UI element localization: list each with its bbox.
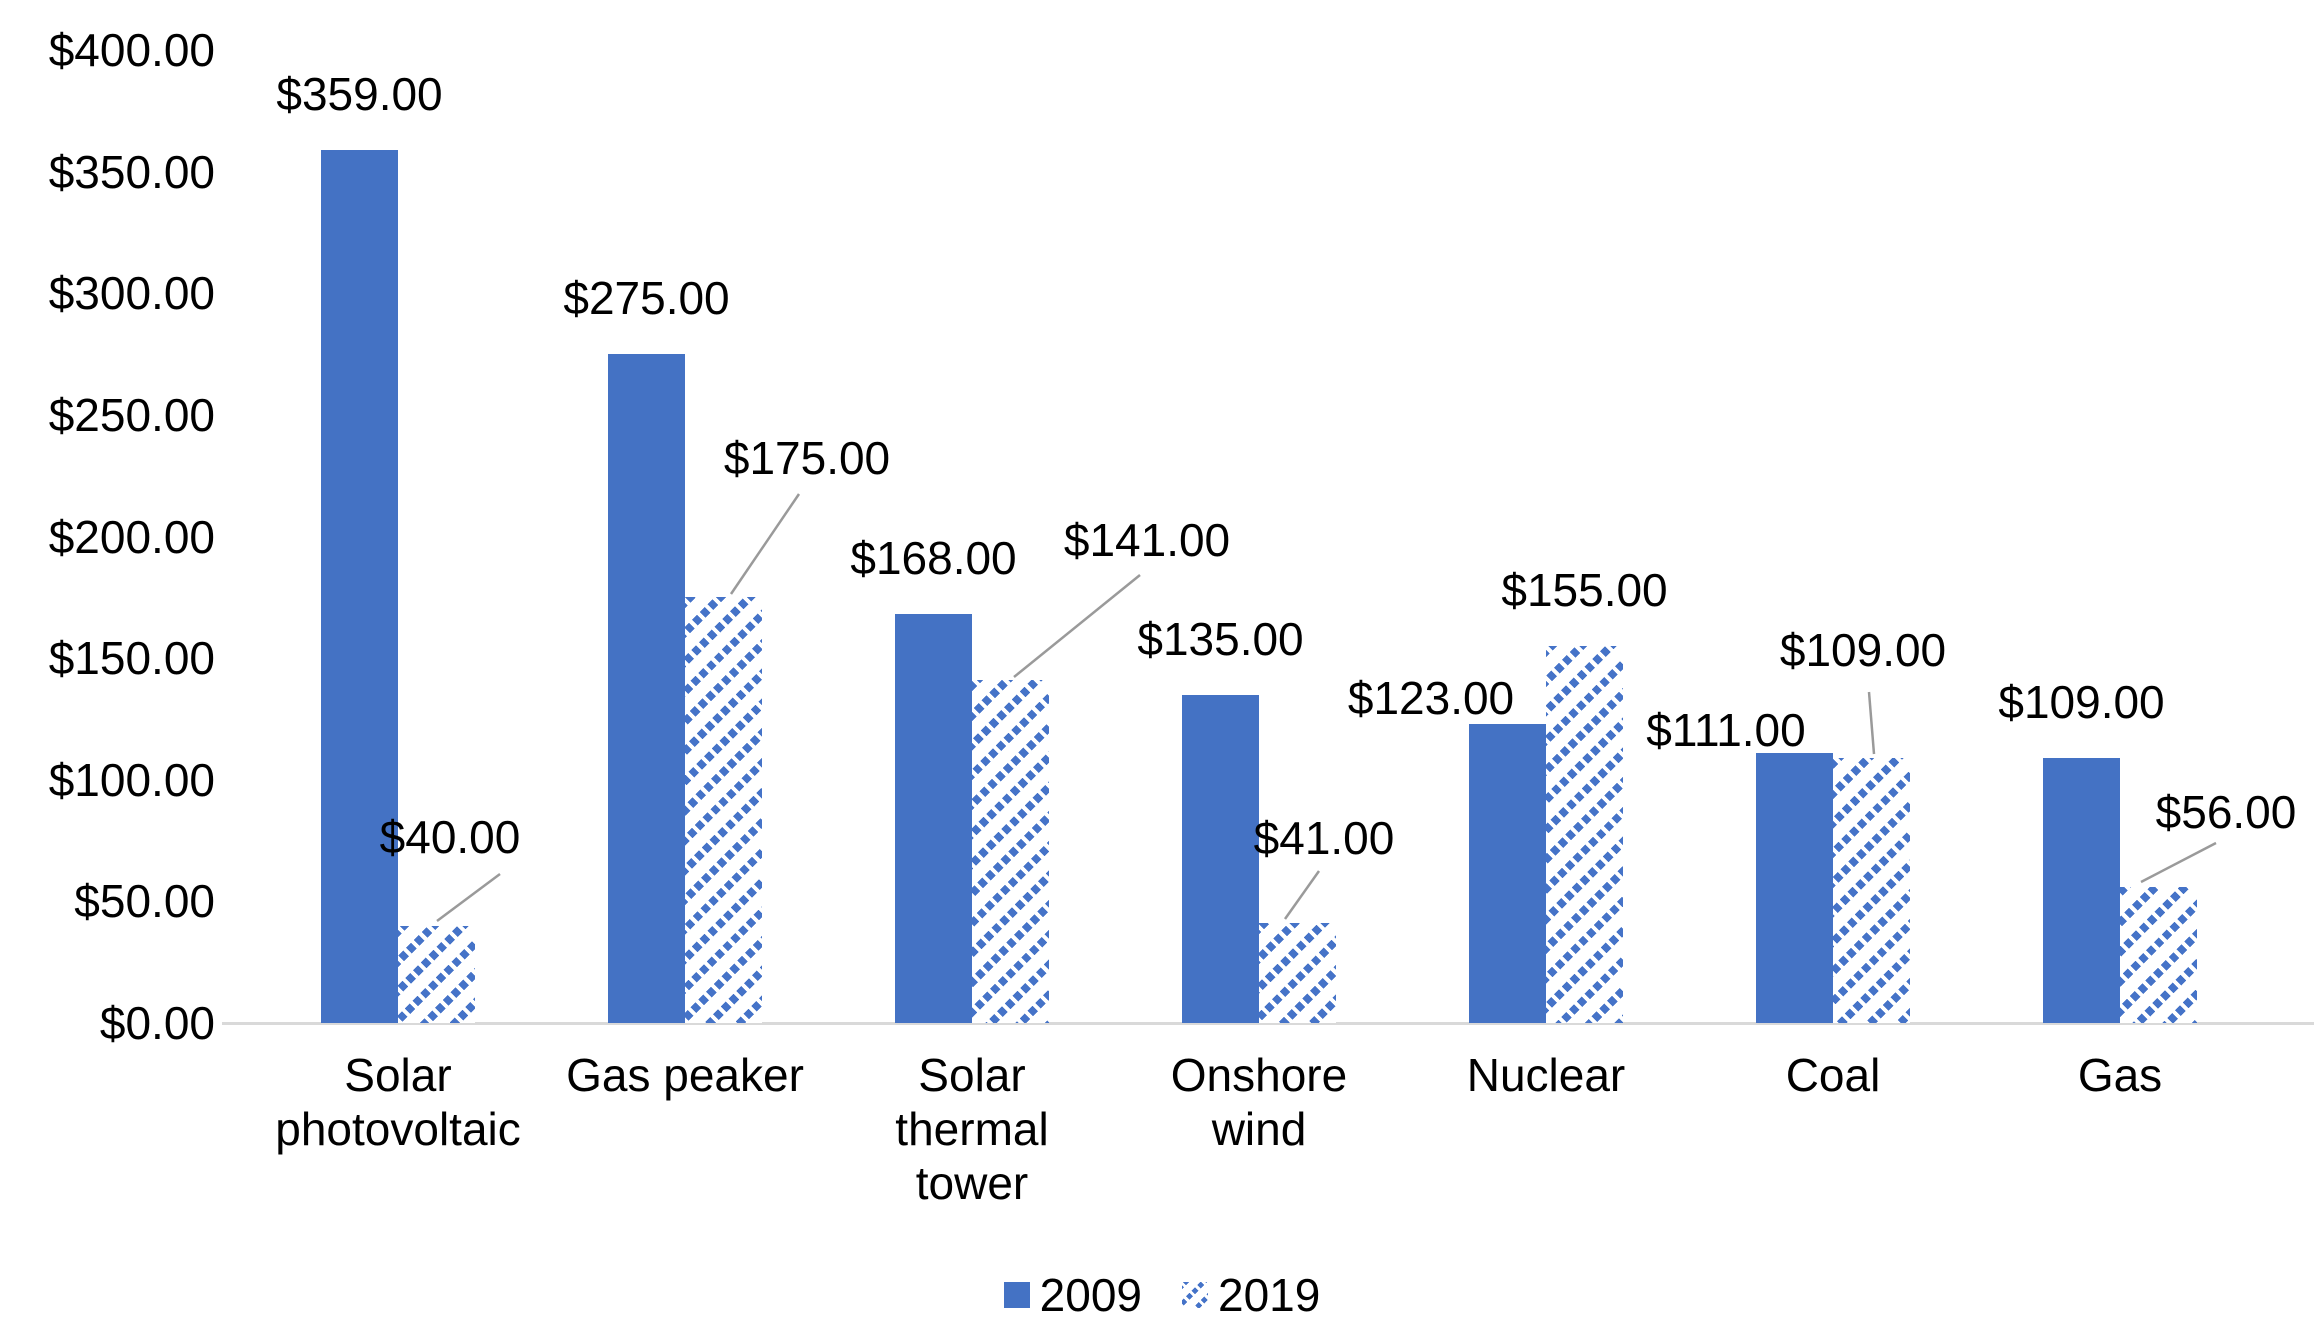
bar-2019-2 xyxy=(972,680,1049,1023)
y-axis-tick-label: $200.00 xyxy=(48,510,215,563)
legend-item-2009: 2009 xyxy=(1003,1268,1142,1322)
y-axis-tick-label: $300.00 xyxy=(48,267,215,320)
data-label-2009-3: $135.00 xyxy=(1137,612,1304,665)
data-label-2009-2: $168.00 xyxy=(850,532,1017,585)
data-label-2009-0: $359.00 xyxy=(276,67,443,120)
leader-line-2019-3 xyxy=(1283,870,1321,920)
y-axis-tick-label: $0.00 xyxy=(99,997,215,1049)
data-label-2009-4: $123.00 xyxy=(1347,672,1515,724)
bar-2009-5 xyxy=(1756,753,1833,1023)
data-label-2019-3: $41.00 xyxy=(1253,812,1395,864)
bar-2009-3 xyxy=(1182,694,1259,1023)
y-axis-tick-label: $100.00 xyxy=(48,753,215,806)
bar-2019-3 xyxy=(1259,923,1336,1023)
bar-2019-1 xyxy=(685,597,762,1023)
bar-2019-5 xyxy=(1833,757,1910,1023)
leader-line-2019-2 xyxy=(1013,574,1141,678)
bar-2019-6 xyxy=(2120,886,2197,1023)
leader-line-2019-5 xyxy=(1867,691,1876,755)
y-axis-tick-label: $400.00 xyxy=(48,24,215,77)
x-axis-category-label: Solar thermal tower xyxy=(895,1049,1049,1209)
x-axis-line xyxy=(222,1022,2314,1025)
x-axis-category-label: Solar photovoltaic xyxy=(275,1049,521,1155)
x-axis-category-label: Onshore wind xyxy=(1170,1049,1348,1155)
legend-marker-hatched-icon xyxy=(1182,1282,1208,1308)
data-label-2009-5: $111.00 xyxy=(1646,704,1806,756)
data-label-2019-0: $40.00 xyxy=(379,811,521,863)
data-label-2019-4: $155.00 xyxy=(1501,564,1668,617)
data-label-2019-5: $109.00 xyxy=(1779,624,1947,676)
data-label-2019-2: $141.00 xyxy=(1063,514,1231,566)
x-axis-category-label: Coal xyxy=(1785,1049,1881,1101)
data-label-2009-6: $109.00 xyxy=(1998,675,2165,728)
legend: 2009 2019 xyxy=(0,1268,2324,1322)
bar-2019-0 xyxy=(398,925,475,1023)
legend-label: 2019 xyxy=(1218,1269,1321,1321)
y-axis-tick-label: $250.00 xyxy=(48,389,215,442)
bar-2019-4 xyxy=(1546,646,1623,1023)
leader-line-2019-6 xyxy=(2140,841,2217,884)
y-axis-tick-label: $50.00 xyxy=(74,875,215,928)
x-axis-category-label: Gas peaker xyxy=(566,1049,804,1101)
legend-item-2019: 2019 xyxy=(1182,1268,1320,1322)
legend-label: 2009 xyxy=(1039,1269,1142,1321)
leader-line-2019-0 xyxy=(436,872,501,923)
x-axis-category-label: Nuclear xyxy=(1466,1049,1626,1101)
data-label-2009-1: $275.00 xyxy=(563,272,730,325)
bar-2009-2 xyxy=(895,614,972,1023)
bar-2009-4 xyxy=(1469,723,1546,1023)
legend-marker-solid-icon xyxy=(1003,1282,1030,1308)
data-label-2019-1: $175.00 xyxy=(723,432,891,484)
leader-line-2019-1 xyxy=(729,493,801,595)
bar-2009-0 xyxy=(321,149,398,1023)
y-axis-tick-label: $150.00 xyxy=(48,632,215,685)
y-axis-tick-label: $350.00 xyxy=(48,145,215,198)
bar-2009-6 xyxy=(2043,757,2120,1023)
bar-2009-1 xyxy=(608,354,685,1023)
data-label-2019-6: $56.00 xyxy=(2155,786,2297,838)
x-axis-category-label: Gas xyxy=(2077,1049,2163,1101)
